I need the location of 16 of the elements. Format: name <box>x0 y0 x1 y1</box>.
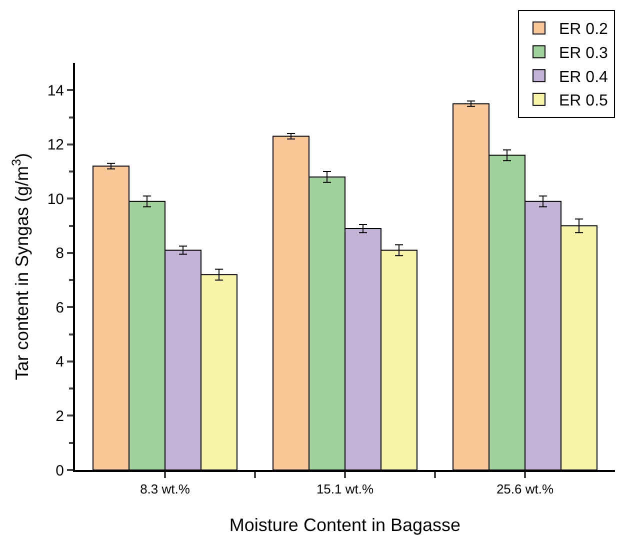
y-tick-label: 12 <box>47 136 64 154</box>
x-axis-title: Moisture Content in Bagasse <box>229 515 461 535</box>
y-tick-label: 0 <box>56 462 64 480</box>
x-tick-label: 8.3 wt.% <box>140 482 190 497</box>
x-tick-label: 15.1 wt.% <box>316 482 374 497</box>
legend-label: ER 0.5 <box>559 92 608 110</box>
y-tick-label: 14 <box>47 82 64 100</box>
legend-label: ER 0.3 <box>559 45 608 62</box>
x-tick-label: 25.6 wt.% <box>496 482 554 497</box>
y-tick-label: 2 <box>56 408 64 425</box>
legend-label: ER 0.2 <box>559 21 608 38</box>
y-tick-label: 6 <box>56 299 64 316</box>
y-tick-label: 8 <box>56 245 64 262</box>
y-tick-label: 10 <box>47 190 64 208</box>
legend-label: ER 0.4 <box>559 68 608 86</box>
y-tick-label: 4 <box>56 354 64 371</box>
